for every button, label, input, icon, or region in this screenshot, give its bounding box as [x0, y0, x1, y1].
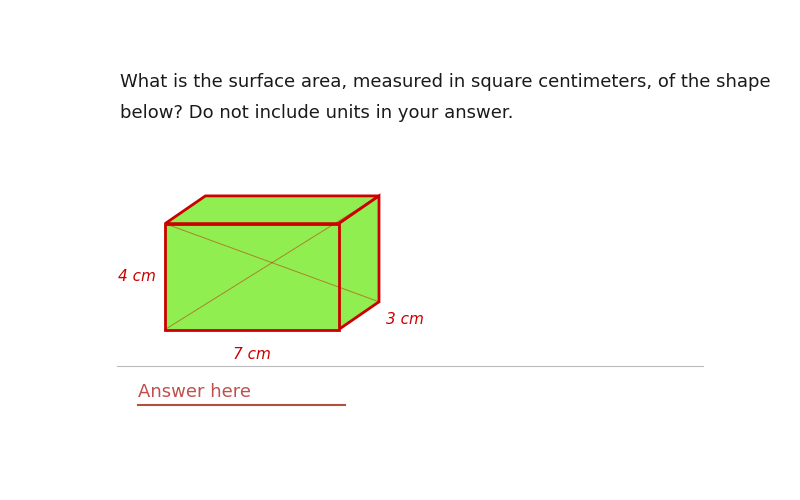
Polygon shape [165, 224, 338, 330]
Text: 3 cm: 3 cm [386, 312, 424, 327]
Text: 4 cm: 4 cm [118, 269, 156, 284]
Text: Answer here: Answer here [138, 383, 251, 401]
Text: below? Do not include units in your answer.: below? Do not include units in your answ… [121, 104, 514, 122]
Polygon shape [338, 196, 379, 330]
Text: 7 cm: 7 cm [233, 347, 271, 362]
Polygon shape [165, 196, 379, 224]
Text: What is the surface area, measured in square centimeters, of the shape: What is the surface area, measured in sq… [121, 74, 771, 92]
